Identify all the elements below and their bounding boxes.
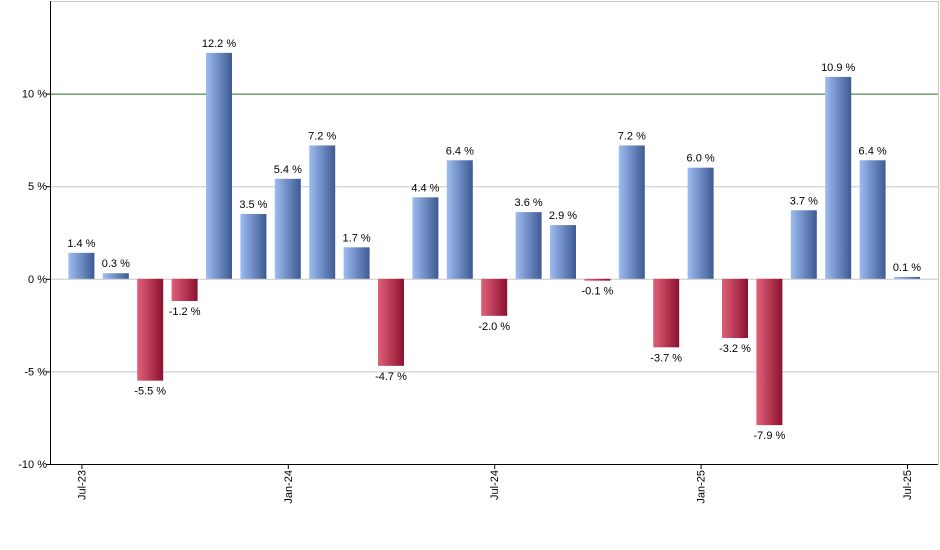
data-label: -4.7 % xyxy=(375,371,407,383)
bar xyxy=(550,225,576,279)
data-label: -7.9 % xyxy=(754,430,786,442)
bar xyxy=(240,213,267,279)
y-tick-label: -10 % xyxy=(18,459,47,471)
bar xyxy=(137,278,164,381)
data-label: 2.9 % xyxy=(549,210,577,222)
axes xyxy=(46,1,939,469)
bar xyxy=(412,197,439,279)
bars xyxy=(68,52,920,426)
bar xyxy=(790,210,817,279)
bar xyxy=(618,145,645,279)
data-label: -0.1 % xyxy=(582,286,614,298)
bar xyxy=(102,273,129,279)
data-label: -3.7 % xyxy=(650,352,682,364)
data-label: -5.5 % xyxy=(134,386,166,398)
data-label: -3.2 % xyxy=(719,343,751,355)
data-label: 1.7 % xyxy=(343,232,371,244)
bar xyxy=(378,278,404,366)
data-label: 3.5 % xyxy=(239,199,267,211)
data-label: 10.9 % xyxy=(821,62,855,74)
bar xyxy=(894,276,920,279)
x-tick-label: Jul-23 xyxy=(76,470,88,500)
data-label: 7.2 % xyxy=(618,130,646,142)
data-label: 0.1 % xyxy=(893,262,921,274)
bar xyxy=(171,278,198,302)
bar xyxy=(515,212,542,279)
data-label: 1.4 % xyxy=(67,238,95,250)
bar xyxy=(481,278,508,316)
data-label: 0.3 % xyxy=(102,258,130,270)
y-tick-label: -5 % xyxy=(24,366,47,378)
data-label: 3.7 % xyxy=(790,195,818,207)
data-label: 12.2 % xyxy=(202,38,236,50)
data-label: 4.4 % xyxy=(411,182,439,194)
bar xyxy=(68,252,95,279)
x-tick-label: Jul-25 xyxy=(902,470,914,500)
x-tick-label: Jul-24 xyxy=(489,470,501,500)
data-label: 6.4 % xyxy=(859,145,887,157)
bar xyxy=(687,167,714,279)
bar xyxy=(343,247,370,279)
bar xyxy=(653,278,680,348)
x-tick-label: Jan-24 xyxy=(283,470,295,504)
data-label: -1.2 % xyxy=(169,306,201,318)
bar xyxy=(274,178,301,279)
x-tick-label: Jan-25 xyxy=(696,470,708,504)
bar xyxy=(309,145,336,279)
bar xyxy=(206,52,232,279)
labels: 1.4 % 0.3 % -5.5 % -1.2 % 12.2 % 3.5 % 5.4 % 7.… xyxy=(18,38,921,504)
bar xyxy=(756,278,783,426)
bar xyxy=(584,278,611,281)
data-label: -2.0 % xyxy=(478,321,510,333)
bar xyxy=(722,278,748,339)
data-label: 5.4 % xyxy=(274,164,302,176)
bar xyxy=(859,160,886,279)
data-label: 6.4 % xyxy=(446,145,474,157)
bar xyxy=(446,160,473,279)
data-label: 7.2 % xyxy=(308,130,336,142)
y-tick-label: 10 % xyxy=(22,89,47,101)
bar xyxy=(825,76,852,279)
y-tick-label: 5 % xyxy=(28,181,47,193)
y-tick-label: 0 % xyxy=(28,274,47,286)
data-label: 6.0 % xyxy=(687,153,715,165)
data-label: 3.6 % xyxy=(515,197,543,209)
